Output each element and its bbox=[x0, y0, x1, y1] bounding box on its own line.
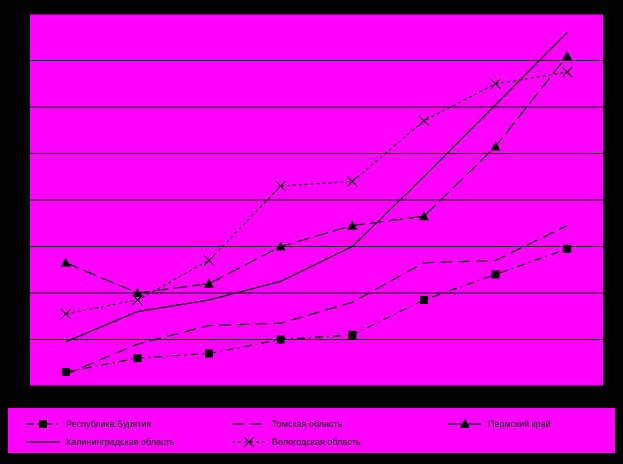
data-point-square bbox=[491, 270, 500, 279]
y-axis-tick-labels: 5 7 9 11 13 15 17 19 21 bbox=[8, 9, 18, 391]
data-point-square bbox=[276, 335, 285, 344]
data-point-square bbox=[419, 295, 428, 304]
data-point-triangle bbox=[275, 241, 286, 251]
y-tick-label: 9 bbox=[8, 288, 13, 298]
data-point-cross bbox=[346, 176, 358, 187]
legend-label: Пермский край bbox=[488, 419, 551, 429]
gridlines bbox=[30, 13, 603, 387]
series bbox=[61, 244, 572, 377]
legend-item: Калининградская область bbox=[26, 437, 175, 447]
data-point-cross bbox=[243, 436, 255, 448]
data-point-triangle bbox=[418, 211, 429, 221]
data-point-triangle bbox=[60, 257, 71, 267]
data-point-triangle bbox=[132, 288, 143, 297]
series-line bbox=[65, 55, 568, 294]
y-tick-label: 15 bbox=[8, 149, 18, 159]
series bbox=[65, 32, 568, 343]
y-tick-label: 11 bbox=[8, 242, 17, 252]
legend-label: Калининградская область bbox=[66, 437, 175, 447]
y-tick-label: 19 bbox=[8, 56, 18, 66]
y-tick-label: 5 bbox=[8, 381, 13, 391]
x-tick-label: 2005 bbox=[342, 397, 362, 407]
y-tick-label: 7 bbox=[8, 335, 13, 345]
x-tick-label: 2002 bbox=[127, 397, 147, 407]
legend-label: Вологодская область bbox=[272, 437, 361, 447]
x-tick-label: 2003 bbox=[199, 397, 219, 407]
data-point-triangle bbox=[204, 278, 215, 288]
series bbox=[65, 225, 568, 375]
x-tick-label: 2007 bbox=[486, 397, 506, 407]
legend: Республика Бурятия Томская область Пермски… bbox=[26, 419, 551, 448]
series-line bbox=[65, 71, 568, 315]
x-tick-label: 2006 bbox=[414, 397, 434, 407]
legend-item: Республика Бурятия bbox=[26, 419, 151, 429]
data-point-cross bbox=[203, 255, 215, 266]
series-line bbox=[65, 225, 568, 375]
legend-label: Томская область bbox=[272, 419, 343, 429]
legend-area bbox=[8, 408, 615, 453]
series bbox=[60, 50, 573, 297]
series-line bbox=[65, 248, 568, 373]
legend-item: Томская область bbox=[232, 419, 343, 429]
x-tick-label: 2001 bbox=[56, 397, 76, 407]
legend-item: Вологодская область bbox=[232, 436, 361, 448]
data-point-cross bbox=[275, 180, 287, 192]
series bbox=[60, 66, 573, 320]
data-series bbox=[60, 32, 573, 377]
data-point-square bbox=[61, 368, 70, 377]
data-point-cross bbox=[132, 294, 143, 306]
data-point-cross bbox=[60, 308, 72, 320]
data-point-triangle bbox=[490, 141, 501, 151]
data-point-square bbox=[205, 349, 214, 358]
series-line bbox=[65, 32, 568, 343]
data-point-square bbox=[39, 420, 47, 428]
data-point-triangle bbox=[347, 220, 358, 230]
data-point-triangle bbox=[562, 50, 573, 60]
legend-item: Пермский край bbox=[448, 419, 551, 429]
x-tick-label: 2008 bbox=[557, 397, 577, 407]
y-tick-label: 17 bbox=[8, 102, 18, 112]
x-axis-tick-labels: 2001 2002 2003 2004 2005 2006 2007 2008 bbox=[56, 397, 577, 407]
legend-label: Республика Бурятия bbox=[66, 419, 151, 429]
data-point-square bbox=[348, 330, 357, 339]
data-point-cross bbox=[490, 78, 501, 90]
data-point-triangle bbox=[460, 419, 470, 428]
y-tick-label: 13 bbox=[8, 195, 18, 205]
x-tick-label: 2004 bbox=[271, 397, 291, 407]
data-point-square bbox=[563, 244, 572, 253]
data-point-cross bbox=[561, 66, 573, 78]
data-point-cross bbox=[418, 115, 430, 127]
y-tick-label: 21 bbox=[8, 9, 18, 19]
data-point-square bbox=[133, 354, 142, 363]
